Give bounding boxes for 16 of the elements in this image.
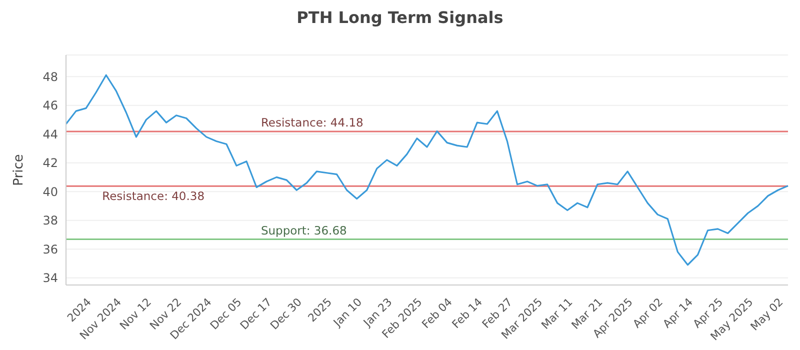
y-tick-label: 34 — [42, 271, 58, 286]
x-tick-label: Apr 02 — [630, 296, 666, 331]
y-tick-label: 38 — [42, 214, 58, 228]
y-tick-label: 36 — [42, 242, 58, 256]
y-tick-label: 46 — [42, 98, 58, 113]
ref-line-label: Support: 36.68 — [260, 223, 347, 238]
y-axis-title: Price — [12, 154, 27, 186]
y-tick-label: 42 — [42, 156, 58, 170]
y-tick-label: 48 — [42, 70, 58, 84]
chart-title: PTH Long Term Signals — [296, 8, 504, 27]
ref-line-label: Resistance: 44.18 — [260, 115, 364, 130]
y-tick-label: 40 — [42, 184, 58, 199]
ref-line-label: Resistance: 40.38 — [102, 189, 205, 204]
line-series — [65, 74, 789, 266]
y-tick-label: 44 — [42, 127, 58, 142]
x-tick-label: Jan 10 — [330, 296, 365, 330]
